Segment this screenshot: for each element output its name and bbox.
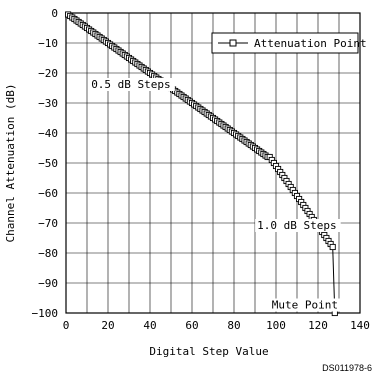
legend-box [211,32,359,54]
annotation-background [269,298,342,312]
annotation-label: 0.5 dB Steps [91,78,170,91]
x-tick-label: 20 [101,319,114,332]
y-tick-label: −90 [38,277,58,290]
y-tick-label: −60 [38,187,58,200]
x-axis-ticks: 0 20 40 60 80 100 120 140 [63,319,370,332]
y-tick-label: −70 [38,217,58,230]
figure-id: DS011978-6 [322,363,372,373]
y-tick-label: −50 [38,157,58,170]
legend-marker-square [229,39,237,47]
y-tick-label: −20 [38,67,58,80]
x-tick-label: 60 [185,319,198,332]
y-axis-ticks: 0 −10 −20 −30 −40 −50 −60 −70 −80 −90 −100 [32,7,59,320]
y-tick-label: 0 [51,7,58,20]
x-tick-label: 140 [350,319,370,332]
annotation-background [89,78,175,91]
grid-lines [66,13,360,313]
y-axis-title: Channel Attenuation (dB) [4,84,17,243]
annotations: 0.5 dB Steps 1.0 dB Steps Mute Point [89,78,342,312]
plot-frame [65,12,361,314]
data-point-marker [329,243,336,251]
legend-label: Attenuation Point [254,37,367,50]
y-tick-label: −30 [38,97,58,110]
y-tick-label: −10 [38,37,58,50]
y-tick-label: −80 [38,247,58,260]
annotation-label: Mute Point [272,299,338,312]
y-tick-label: −100 [32,307,59,320]
series-attenuation [65,11,338,317]
x-tick-label: 120 [308,319,328,332]
x-tick-label: 80 [227,319,240,332]
x-tick-label: 100 [266,319,286,332]
y-tick-label: −40 [38,127,58,140]
x-tick-label: 0 [63,319,70,332]
legend: Attenuation Point [211,32,367,54]
annotation-label: 1.0 dB Steps [257,219,336,232]
x-tick-label: 40 [143,319,156,332]
annotation-background [255,219,341,232]
x-axis-title: Digital Step Value [149,345,268,358]
